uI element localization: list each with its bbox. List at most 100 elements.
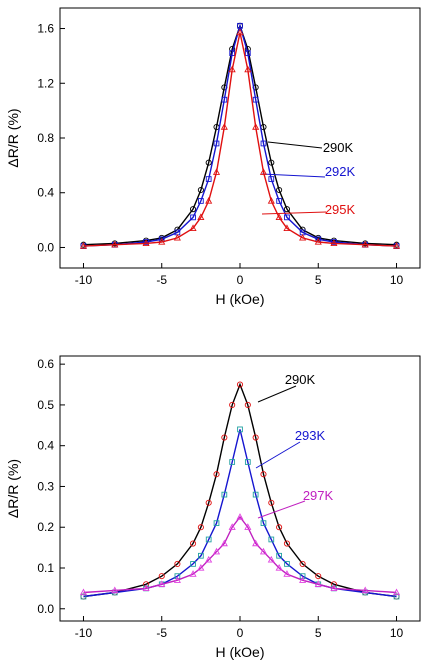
series-line-293K xyxy=(83,429,397,598)
annotation-arrow-297K xyxy=(257,500,306,519)
data-point-290K xyxy=(174,560,181,567)
series-label-293K: 293K xyxy=(295,428,326,443)
data-point-293K xyxy=(260,520,267,527)
data-point-297K xyxy=(111,586,119,594)
y-tick-label: 0.4 xyxy=(37,186,54,200)
data-point-297K xyxy=(205,555,213,563)
data-point-290K xyxy=(315,573,322,580)
data-point-295K xyxy=(197,213,205,221)
data-point-295K xyxy=(158,238,166,245)
data-point-292K xyxy=(268,176,275,182)
data-point-292K xyxy=(213,140,220,147)
data-point-290K xyxy=(205,499,212,506)
data-point-292K xyxy=(205,176,212,182)
series-295K xyxy=(79,28,401,249)
data-point-293K xyxy=(393,593,400,600)
data-point-293K xyxy=(205,536,212,543)
y-axis-label: ΔR/R (%) xyxy=(5,108,21,167)
data-point-293K xyxy=(229,459,236,465)
x-tick-label: -10 xyxy=(75,273,93,287)
x-axis-label: H (kOe) xyxy=(216,644,265,660)
series-line-290K xyxy=(83,382,397,598)
data-point-290K xyxy=(283,206,291,213)
data-point-290K xyxy=(252,434,259,441)
data-point-293K xyxy=(252,491,259,498)
series-line-295K xyxy=(83,32,397,247)
data-point-297K xyxy=(228,523,236,530)
data-point-297K xyxy=(142,584,150,592)
data-point-297K xyxy=(244,523,252,530)
data-point-293K xyxy=(80,593,87,600)
y-tick-label: 0.2 xyxy=(37,520,54,534)
data-point-290K xyxy=(221,434,228,441)
data-point-292K xyxy=(198,198,204,204)
data-point-295K xyxy=(220,123,228,130)
x-axis-label: H (kOe) xyxy=(216,291,265,307)
series-label-290K: 290K xyxy=(285,372,316,387)
data-point-290K xyxy=(268,159,275,166)
data-point-297K xyxy=(252,539,260,547)
data-point-297K xyxy=(267,555,275,563)
data-point-295K xyxy=(275,213,283,221)
y-tick-label: 0.0 xyxy=(37,240,54,254)
data-point-293K xyxy=(213,520,220,527)
y-tick-label: 1.2 xyxy=(37,76,54,90)
y-axis-label: ΔR/R (%) xyxy=(5,459,21,518)
data-point-295K xyxy=(259,168,268,175)
data-point-293K xyxy=(190,561,196,567)
data-point-295K xyxy=(111,240,119,248)
data-point-297K xyxy=(392,588,401,596)
series-290K xyxy=(80,381,400,600)
data-point-297K xyxy=(220,539,228,547)
data-point-297K xyxy=(259,547,268,555)
data-point-293K xyxy=(237,426,243,433)
data-point-295K xyxy=(79,242,88,249)
data-point-292K xyxy=(229,50,236,57)
data-point-295K xyxy=(142,239,150,247)
data-point-297K xyxy=(283,570,291,577)
data-point-290K xyxy=(197,524,204,531)
x-tick-label: 5 xyxy=(315,273,322,287)
data-point-295K xyxy=(252,123,260,130)
y-tick-label: 0.0 xyxy=(37,602,54,616)
data-point-295K xyxy=(330,239,338,247)
data-point-290K xyxy=(229,401,236,408)
data-point-293K xyxy=(198,552,204,559)
data-point-290K xyxy=(276,524,283,531)
data-point-290K xyxy=(213,471,220,478)
data-point-292K xyxy=(260,140,267,147)
data-point-295K xyxy=(189,224,197,231)
data-point-293K xyxy=(221,491,228,498)
data-point-297K xyxy=(275,564,283,571)
chart-panel-2: -10 -5 0 5 10 0.0 0.1 0.2 0.3 0.4 0.5 0.6 H (kOe) ΔR/… xyxy=(5,355,421,660)
data-point-293K xyxy=(174,573,181,580)
x-tick-label: -5 xyxy=(156,626,167,640)
annotation-arrow-292K xyxy=(261,173,326,178)
x-tick-label: -5 xyxy=(156,273,167,287)
series-line-292K xyxy=(83,23,397,247)
data-point-295K xyxy=(267,196,275,204)
chart-panel-1: -10 -5 0 5 10 0.0 0.4 0.8 1.2 1.6 H (kOe) ΔR/R (%) 2… xyxy=(5,7,421,307)
data-point-293K xyxy=(244,459,251,465)
x-tick-label: 5 xyxy=(315,626,322,640)
series-label-290K: 290K xyxy=(323,140,354,155)
y-tick-label: 0.6 xyxy=(37,357,54,371)
series-line-297K xyxy=(83,515,397,594)
data-point-292K xyxy=(276,198,282,204)
data-point-297K xyxy=(330,584,338,592)
y-tick-label: 0.8 xyxy=(37,131,54,145)
data-point-290K xyxy=(189,540,197,547)
data-point-295K xyxy=(173,233,181,241)
y-tick-label: 1.6 xyxy=(37,22,54,36)
y-tick-label: 0.1 xyxy=(37,561,54,575)
data-point-295K xyxy=(283,224,291,231)
data-point-297K xyxy=(197,564,205,571)
series-293K xyxy=(80,426,400,600)
data-point-297K xyxy=(314,580,322,587)
data-point-293K xyxy=(299,573,306,580)
data-point-292K xyxy=(237,22,243,29)
data-point-297K xyxy=(79,588,88,596)
data-point-297K xyxy=(361,586,369,594)
data-point-292K xyxy=(284,214,290,221)
